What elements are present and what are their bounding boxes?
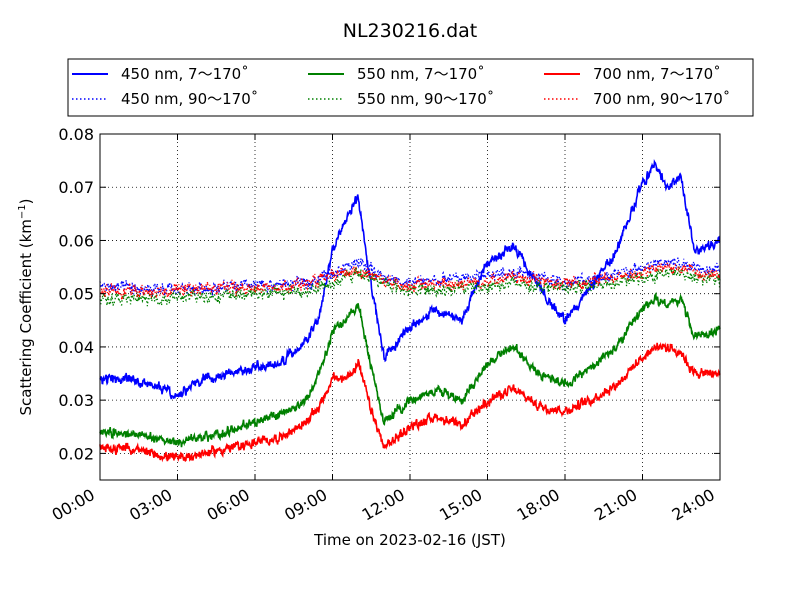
legend-frame [67, 58, 754, 117]
y-tick-label: 0.08 [58, 125, 94, 144]
x-tick-label: 09:00 [281, 485, 330, 525]
legend-entry: 550 nm, 7～170˚ [357, 65, 485, 83]
legend-entry: 550 nm, 90～170˚ [357, 90, 494, 108]
x-axis-label: Time on 2023-02-16 (JST) [313, 531, 506, 549]
legend: 450 nm, 7～170˚ 450 nm, 90～170˚ 550 nm, 7～1… [67, 58, 754, 117]
y-tick-label: 0.07 [58, 178, 94, 197]
y-axis-label: Scattering Coefficient (km−1) [17, 198, 35, 415]
x-tick-label: 21:00 [591, 485, 640, 525]
x-tick-label: 18:00 [514, 485, 563, 525]
y-axis-label-close: ) [17, 198, 35, 204]
series-lines [99, 158, 721, 463]
y-tick-label: 0.06 [58, 231, 94, 250]
legend-entry: 450 nm, 7～170˚ [121, 65, 249, 83]
series-line [99, 158, 721, 400]
x-tick-label: 15:00 [436, 485, 485, 525]
x-tick-label: 12:00 [359, 485, 408, 525]
legend-entry: 450 nm, 90～170˚ [121, 90, 258, 108]
x-tick-label: 00:00 [49, 485, 98, 525]
y-axis-label-sup: −1 [17, 204, 28, 219]
legend-entry: 700 nm, 90～170˚ [593, 90, 730, 108]
series-line [99, 257, 721, 297]
series-line [99, 266, 721, 307]
x-tick-label: 24:00 [669, 485, 718, 525]
legend-entry: 700 nm, 7～170˚ [593, 65, 721, 83]
axis-ticks: 00:00 03:00 06:00 09:00 12:00 15:00 18:00 21:00… [49, 125, 721, 525]
y-tick-label: 0.02 [58, 444, 94, 463]
y-tick-label: 0.05 [58, 285, 94, 304]
x-tick-label: 06:00 [204, 485, 253, 525]
series-line [99, 341, 721, 463]
series-line [99, 262, 721, 301]
y-tick-label: 0.03 [58, 391, 94, 410]
series-line [99, 291, 721, 448]
y-tick-label: 0.04 [58, 338, 94, 357]
x-tick-label: 03:00 [126, 485, 175, 525]
y-axis-label-main: Scattering Coefficient (km [17, 219, 35, 415]
chart-title: NL230216.dat [343, 20, 478, 42]
